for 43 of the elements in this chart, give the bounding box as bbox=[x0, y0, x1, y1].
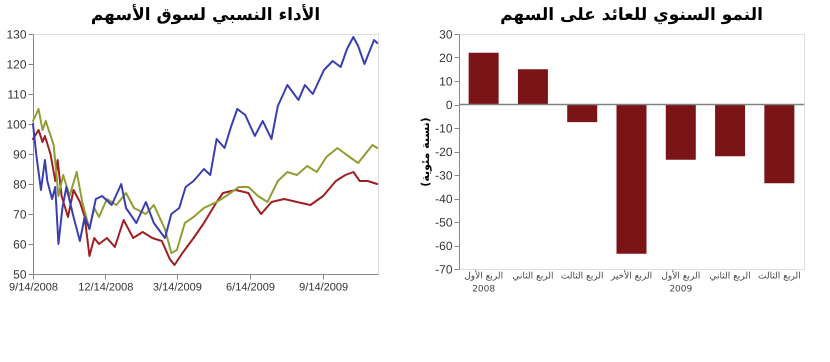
bar bbox=[567, 104, 598, 122]
x-tick-label: الربع الثاني bbox=[710, 272, 751, 282]
bar bbox=[666, 104, 696, 160]
bar bbox=[715, 104, 746, 156]
x-tick-label: 6/14/2009 bbox=[226, 282, 275, 294]
y-tick-label: -70 bbox=[435, 262, 453, 276]
y-tick-label: 50 bbox=[13, 268, 27, 282]
y-tick-label: 120 bbox=[6, 58, 27, 72]
y-tick-label: -30 bbox=[435, 168, 453, 182]
x-tick-label: 12/14/2008 bbox=[78, 282, 134, 294]
bar bbox=[616, 104, 646, 254]
x-tick-label: الربع الأخير bbox=[610, 270, 652, 282]
y-tick-label: 70 bbox=[13, 208, 27, 222]
y-tick-label: -50 bbox=[435, 216, 453, 230]
y-tick-label: 20 bbox=[439, 51, 453, 65]
chart-title: الأداء النسبي لسوق الأسهم bbox=[90, 3, 320, 25]
y-tick-label: -40 bbox=[435, 192, 453, 206]
bar bbox=[468, 52, 499, 104]
y-tick-label: 130 bbox=[6, 28, 27, 42]
y-tick-label: -60 bbox=[435, 239, 453, 253]
y-tick-label: 10 bbox=[439, 74, 453, 88]
y-tick-label: -20 bbox=[435, 145, 453, 159]
y-tick-label: 110 bbox=[7, 88, 27, 102]
line-series bbox=[32, 108, 378, 254]
x-tick-label: 3/14/2009 bbox=[152, 282, 202, 294]
chart-title: النمو السنوي للعائد على السهم bbox=[500, 5, 763, 25]
y-tick-label: 60 bbox=[13, 238, 27, 252]
y-tick-label: 0 bbox=[446, 98, 453, 112]
x-tick-label: 9/14/2009 bbox=[299, 282, 348, 294]
bar bbox=[518, 69, 548, 104]
line-series bbox=[32, 129, 378, 266]
x-tick-label: الربع الثالث bbox=[560, 272, 604, 282]
x-tick-label: الربع الثالث bbox=[758, 272, 801, 282]
y-tick-label: -10 bbox=[435, 122, 453, 136]
line-series bbox=[32, 36, 378, 245]
y-axis-title: (نسبة مئوية) bbox=[419, 117, 432, 187]
y-tick-label: 100 bbox=[6, 118, 27, 132]
x-tick-label: 9/14/2008 bbox=[9, 282, 58, 294]
bar bbox=[764, 104, 794, 184]
y-tick-label: 80 bbox=[13, 178, 27, 192]
y-tick-label: 30 bbox=[439, 28, 453, 42]
y-tick-label: 90 bbox=[13, 148, 27, 162]
x-tick-label: الربع الثاني bbox=[512, 272, 554, 282]
